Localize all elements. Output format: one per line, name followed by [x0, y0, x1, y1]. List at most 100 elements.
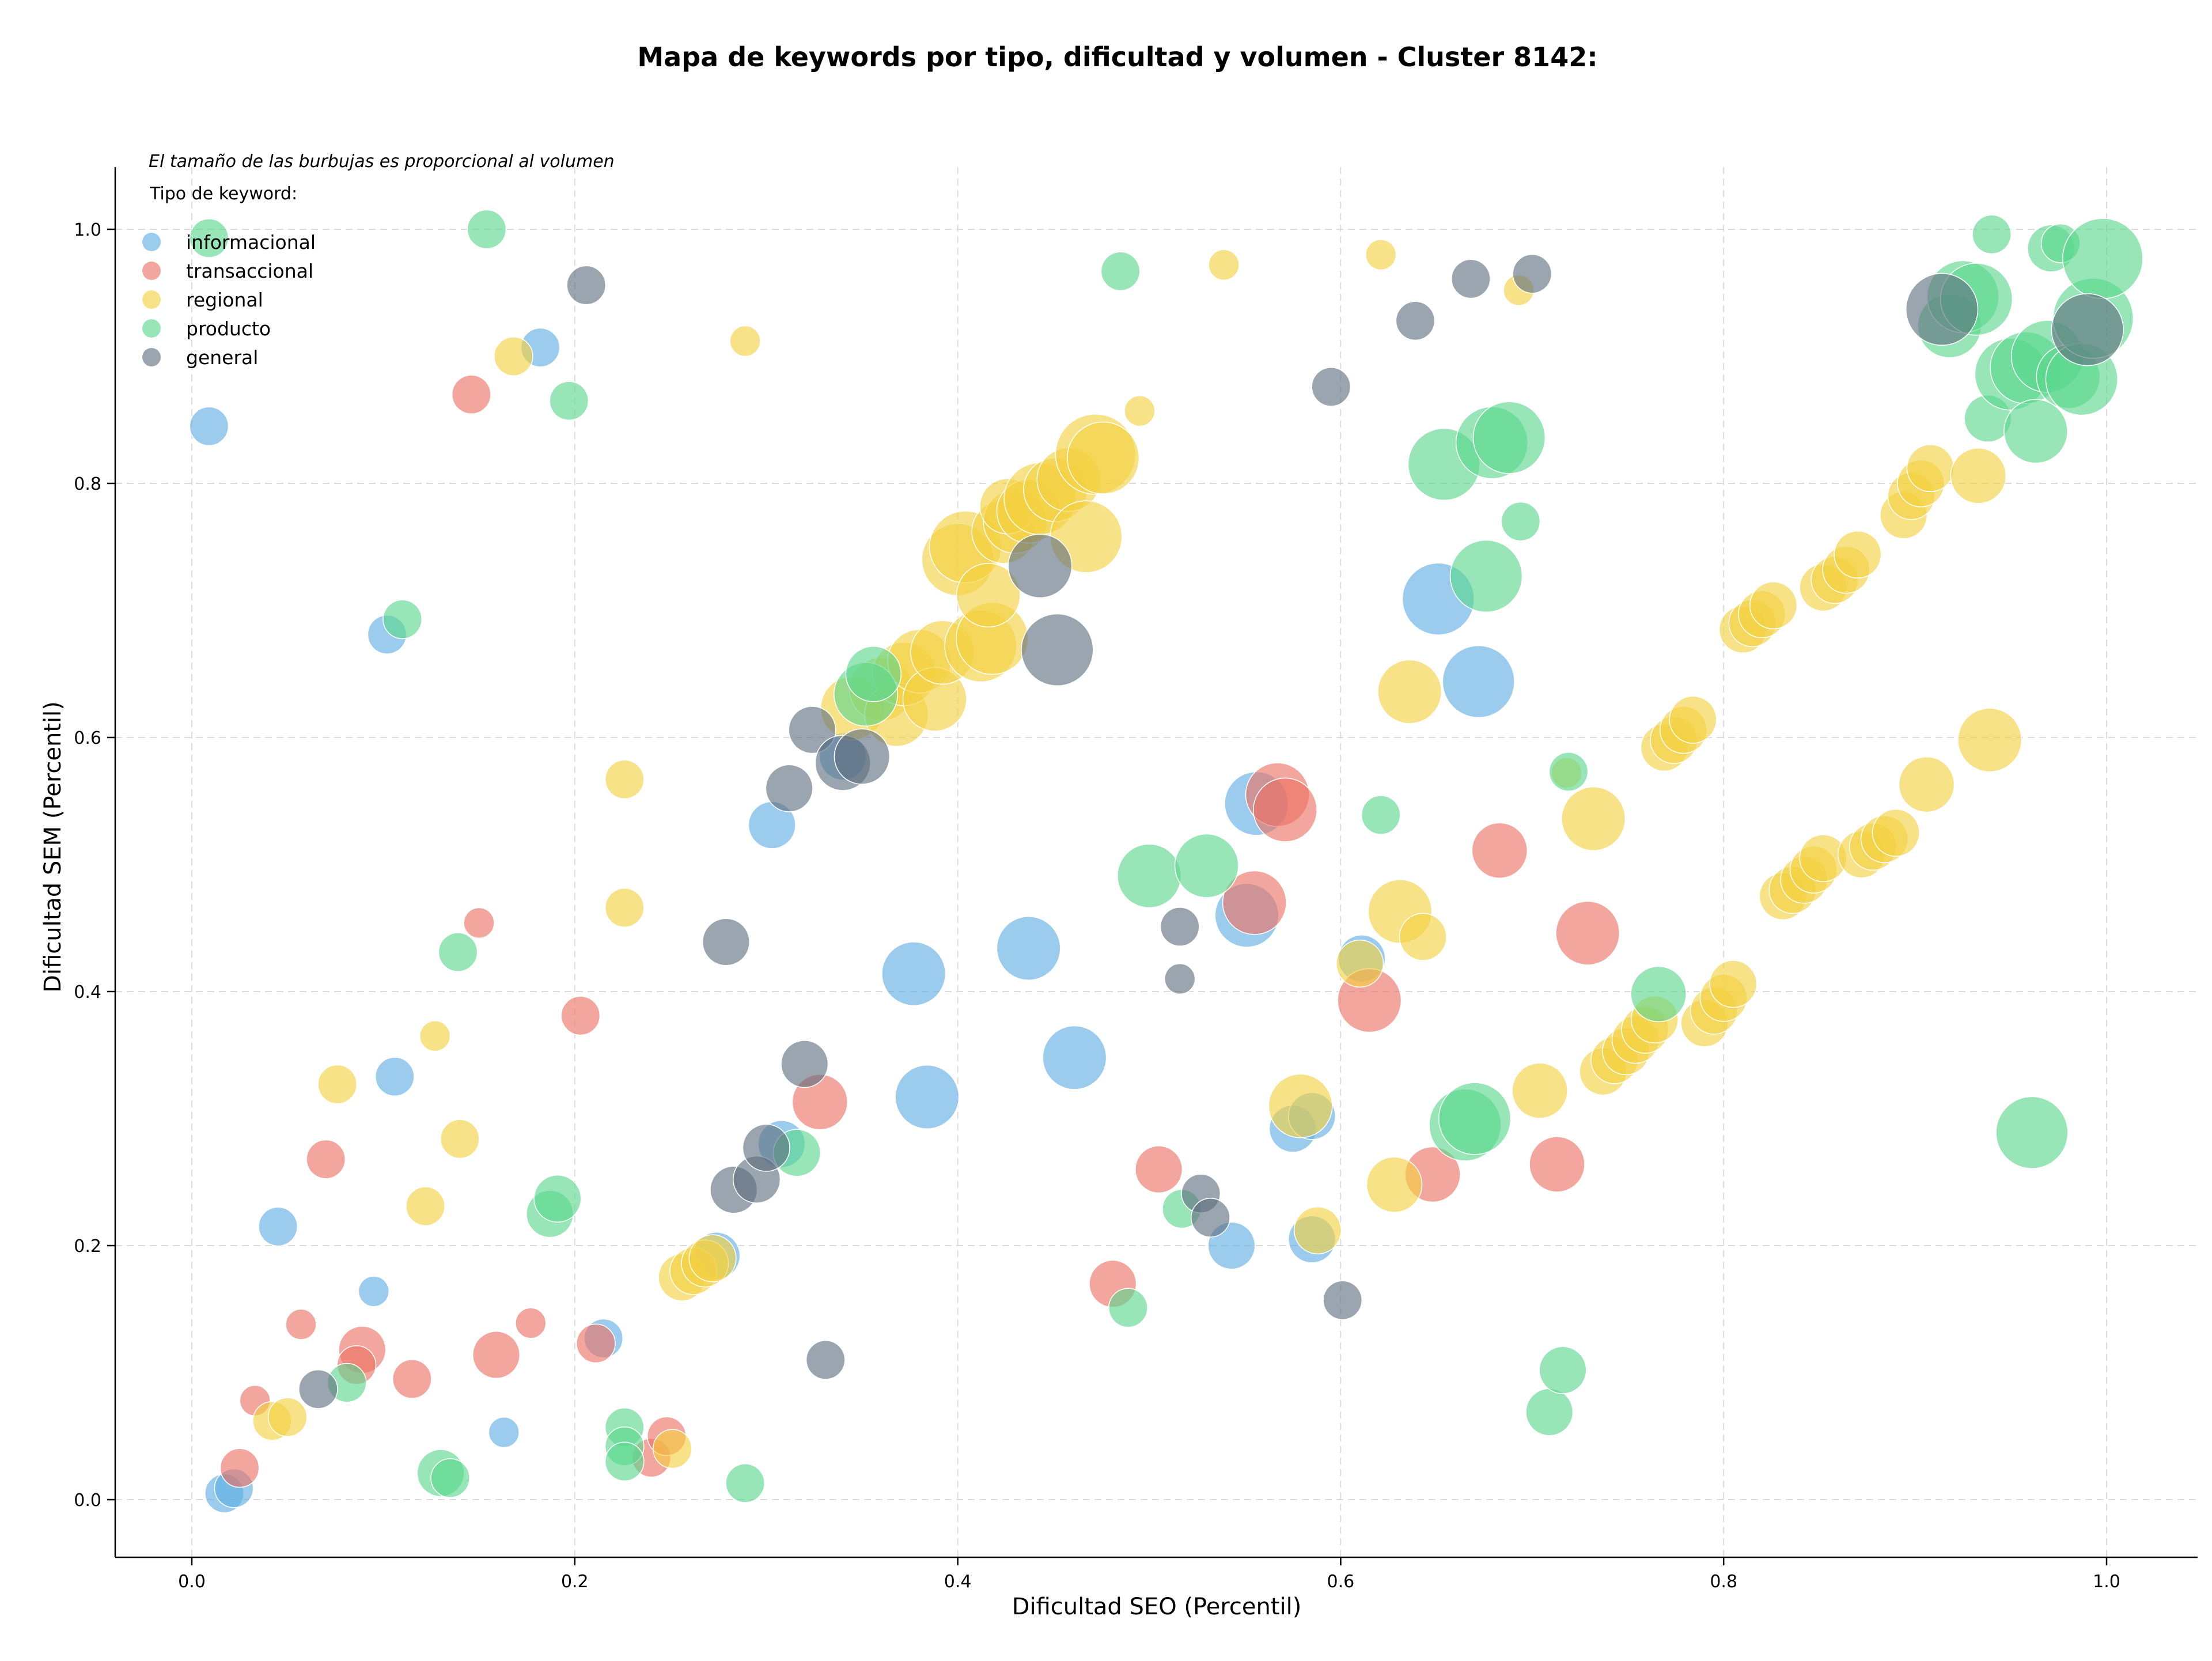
x-tick-label: 0.6 — [1327, 1572, 1355, 1592]
bubble-informacional — [1042, 1025, 1107, 1090]
bubble-general — [1007, 534, 1073, 599]
bubble-producto — [1995, 1096, 2069, 1169]
legend-swatch-informacional — [142, 233, 161, 251]
x-axis-label: Dificultad SEO (Percentil) — [1012, 1594, 1302, 1620]
bubble-producto — [549, 381, 589, 421]
bubble-transaccional — [285, 1308, 317, 1340]
bubble-producto — [725, 1463, 765, 1503]
y-tick-label: 0.0 — [74, 1490, 101, 1511]
bubble-regional — [956, 563, 1021, 627]
x-tick-label: 1.0 — [2093, 1572, 2120, 1592]
bubble-regional — [652, 1429, 692, 1469]
x-tick-label: 0.8 — [1710, 1572, 1737, 1592]
bubble-transaccional — [1529, 1136, 1585, 1193]
y-axis-label: Dificultad SEM (Percentil) — [40, 701, 66, 993]
x-tick-label: 0.0 — [178, 1572, 206, 1592]
bubble-producto — [1972, 214, 2012, 255]
legend-label-transaccional: transaccional — [186, 260, 313, 282]
bubble-general — [1160, 907, 1200, 947]
bubble-regional — [1561, 786, 1626, 852]
bubble-producto — [1449, 539, 1523, 613]
bubble-general — [765, 764, 813, 812]
bubble-producto — [1501, 501, 1541, 542]
bubble-general — [2051, 293, 2124, 366]
y-ticks: 0.0 0.2 0.4 0.6 0.8 1.0 — [74, 220, 115, 1511]
legend-swatch-transaccional — [142, 262, 161, 280]
bubble-producto — [1174, 833, 1239, 898]
bubble-general — [1021, 613, 1094, 687]
bubble-transaccional — [560, 996, 601, 1036]
bubble-producto — [1548, 752, 1589, 792]
bubble-general — [566, 265, 607, 305]
legend: informacional transaccional regional produc… — [142, 231, 316, 369]
bubble-regional — [1208, 249, 1240, 281]
bubble-regional — [1709, 960, 1758, 1008]
bubble-regional — [1834, 530, 1882, 579]
bubble-producto — [467, 209, 507, 249]
bubble-regional — [1399, 913, 1447, 961]
y-tick-label: 0.2 — [74, 1236, 101, 1257]
bubble-producto — [604, 1441, 645, 1482]
bubble-regional — [729, 325, 761, 357]
bubble-regional — [1293, 1206, 1342, 1255]
legend-label-producto: producto — [186, 317, 271, 340]
bubble-producto — [1361, 795, 1401, 835]
x-tick-label: 0.2 — [561, 1572, 589, 1592]
bubble-regional — [1268, 1073, 1333, 1138]
bubble-general — [1311, 367, 1351, 407]
bubble-general — [781, 1040, 829, 1088]
bubble-general — [1395, 301, 1435, 341]
legend-swatch-producto — [142, 319, 161, 338]
bubble-regional — [1957, 707, 2022, 773]
bubble-producto — [430, 1458, 471, 1498]
bubble-regional — [1067, 421, 1140, 495]
bubble-informacional — [996, 916, 1061, 981]
x-ticks: 0.0 0.2 0.4 0.6 0.8 1.0 — [178, 1557, 2120, 1592]
bubble-transaccional — [451, 374, 491, 415]
bubble-transaccional — [1135, 1145, 1183, 1194]
bubble-informacional — [1442, 645, 1515, 718]
bubble-general — [1905, 273, 1979, 346]
bubble-transaccional — [515, 1307, 547, 1339]
bubble-producto — [2003, 399, 2068, 464]
bubble-regional — [604, 759, 645, 800]
bubble-general — [1451, 259, 1491, 299]
bubble-regional — [1669, 695, 1717, 744]
bubble-producto — [189, 218, 229, 258]
legend-label-general: general — [186, 346, 258, 369]
bubble-general — [298, 1369, 338, 1409]
bubble-producto — [1438, 1082, 1512, 1155]
bubble-transaccional — [306, 1139, 346, 1179]
bubble-regional — [1749, 581, 1798, 630]
bubble-informacional — [488, 1416, 520, 1448]
bubble-transaccional — [472, 1331, 521, 1379]
bubble-general — [1191, 1198, 1230, 1238]
bubble-informacional — [358, 1276, 389, 1307]
chart-title: Mapa de keywords por tipo, dificultad y … — [637, 41, 1597, 73]
bubble-regional — [688, 1234, 737, 1282]
bubble-transaccional — [463, 907, 495, 939]
bubble-informacional — [374, 1057, 415, 1097]
bubbles — [189, 209, 2143, 1514]
bubble-regional — [1906, 444, 1955, 493]
bubble-informacional — [258, 1206, 298, 1247]
bubble-regional — [1950, 448, 2007, 504]
bubble-producto — [1539, 1346, 1587, 1394]
bubble-regional — [1365, 239, 1397, 271]
bubble-producto — [382, 599, 422, 640]
bubble-general — [742, 1123, 790, 1172]
bubble-producto — [1472, 401, 1546, 474]
bubble-producto — [845, 646, 902, 702]
bubble-transaccional — [1555, 901, 1620, 966]
y-tick-label: 0.6 — [74, 728, 101, 748]
bubble-regional — [1366, 1156, 1423, 1213]
bubble-producto — [1108, 1288, 1148, 1328]
size-note: El tamaño de las burbujas es proporciona… — [149, 152, 615, 172]
bubble-producto — [1100, 251, 1141, 292]
bubble-producto — [2062, 218, 2143, 300]
bubble-regional — [317, 1064, 357, 1104]
bubble-transaccional — [392, 1359, 432, 1399]
bubble-general — [1323, 1280, 1363, 1321]
bubble-informacional — [881, 941, 946, 1007]
bubble-regional — [494, 336, 533, 376]
